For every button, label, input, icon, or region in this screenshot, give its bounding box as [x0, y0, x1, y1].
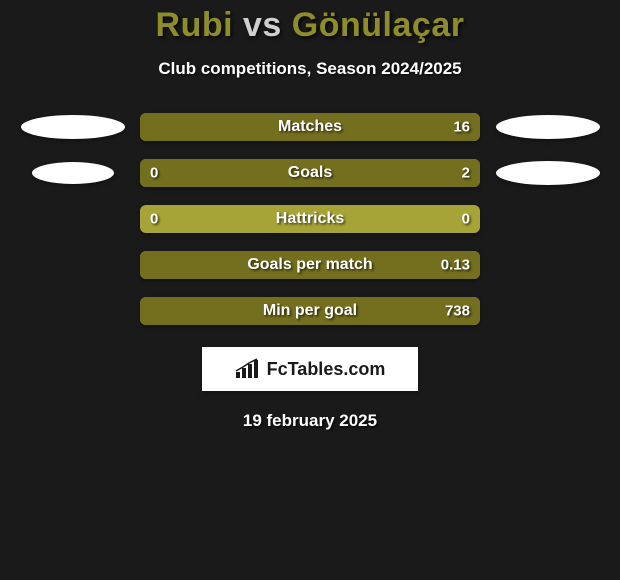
- right-side: [480, 205, 615, 233]
- stat-label: Min per goal: [263, 302, 357, 320]
- player2-marker: [496, 161, 600, 185]
- stat-value-right: 2: [462, 165, 470, 182]
- player2-marker: [496, 115, 600, 139]
- bar-fill-right: [201, 159, 480, 187]
- card-content: Rubi vs Gönülaçar Club competitions, Sea…: [0, 0, 620, 580]
- stat-row: Min per goal 738: [0, 297, 620, 325]
- stat-label: Matches: [278, 118, 342, 136]
- stat-bar: Matches 16: [140, 113, 480, 141]
- stat-row: Goals 0 2: [0, 159, 620, 187]
- stat-label: Goals: [288, 164, 332, 182]
- left-side: [5, 251, 140, 279]
- right-side: [480, 251, 615, 279]
- date-text: 19 february 2025: [243, 411, 377, 431]
- stat-row: Goals per match 0.13: [0, 251, 620, 279]
- logo-text: FcTables.com: [267, 359, 386, 380]
- stat-row: Matches 16: [0, 113, 620, 141]
- stat-value-right: 0.13: [441, 257, 470, 274]
- left-side: [5, 113, 140, 141]
- left-side: [5, 297, 140, 325]
- page-title: Rubi vs Gönülaçar: [156, 6, 465, 45]
- stat-bar: Hattricks 0 0: [140, 205, 480, 233]
- stat-label: Goals per match: [247, 256, 372, 274]
- title-vs: vs: [243, 6, 282, 44]
- logo-box: FcTables.com: [202, 347, 418, 391]
- stat-value-right: 16: [453, 119, 470, 136]
- stat-value-right: 0: [462, 211, 470, 228]
- player1-marker: [21, 115, 125, 139]
- stat-value-left: 0: [150, 165, 158, 182]
- player1-marker: [32, 162, 114, 184]
- stat-bar: Min per goal 738: [140, 297, 480, 325]
- right-side: [480, 297, 615, 325]
- title-player1: Rubi: [156, 6, 234, 44]
- stat-rows: Matches 16 Goals 0 2 Hattricks 0 0 Goals per mat…: [0, 113, 620, 325]
- logo: FcTables.com: [235, 358, 386, 380]
- right-side: [480, 159, 615, 187]
- stat-label: Hattricks: [276, 210, 344, 228]
- title-player2: Gönülaçar: [292, 6, 465, 44]
- barchart-icon: [235, 358, 261, 380]
- subtitle: Club competitions, Season 2024/2025: [158, 59, 461, 79]
- left-side: [5, 205, 140, 233]
- stat-bar: Goals per match 0.13: [140, 251, 480, 279]
- left-side: [5, 159, 140, 187]
- stat-value-right: 738: [445, 303, 470, 320]
- stat-bar: Goals 0 2: [140, 159, 480, 187]
- stat-row: Hattricks 0 0: [0, 205, 620, 233]
- right-side: [480, 113, 615, 141]
- stat-value-left: 0: [150, 211, 158, 228]
